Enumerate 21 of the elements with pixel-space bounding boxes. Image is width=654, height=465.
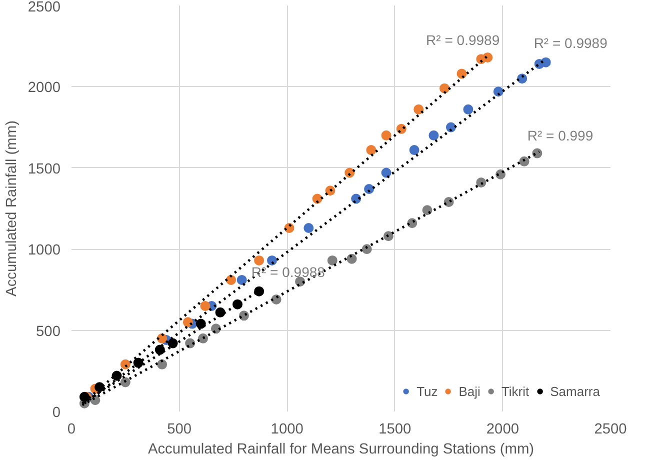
legend-label: Baji (458, 384, 480, 398)
x-tick-label: 500 (167, 422, 192, 438)
legend-label: Samarra (550, 384, 600, 398)
annotation: R² = 0.999 (527, 128, 594, 144)
x-tick-label: 1000 (270, 422, 304, 438)
x-tick-label: 2500 (594, 422, 627, 438)
y-tick-label: 500 (36, 324, 61, 340)
x-tick-label: 1500 (378, 422, 412, 438)
annotation: R² = 0.9989 (426, 32, 500, 48)
y-tick-label: 0 (52, 405, 61, 421)
x-axis-title: Accumulated Rainfall for Means Surrounding Stations (mm) (148, 442, 534, 458)
y-tick-label: 1500 (28, 161, 61, 178)
y-tick-label: 2000 (28, 80, 61, 96)
annotation: R² = 0.9989 (534, 35, 608, 52)
y-tick-label: 1000 (28, 242, 61, 259)
legend-label: Tuz (416, 384, 438, 398)
x-tick-label: 0 (67, 422, 76, 438)
y-tick-label: 2500 (28, 0, 61, 16)
y-axis-title: Accumulated Rainfall (mm) (4, 120, 20, 296)
x-tick-label: 2000 (486, 422, 520, 438)
legend-label: Tikrit (501, 384, 530, 398)
